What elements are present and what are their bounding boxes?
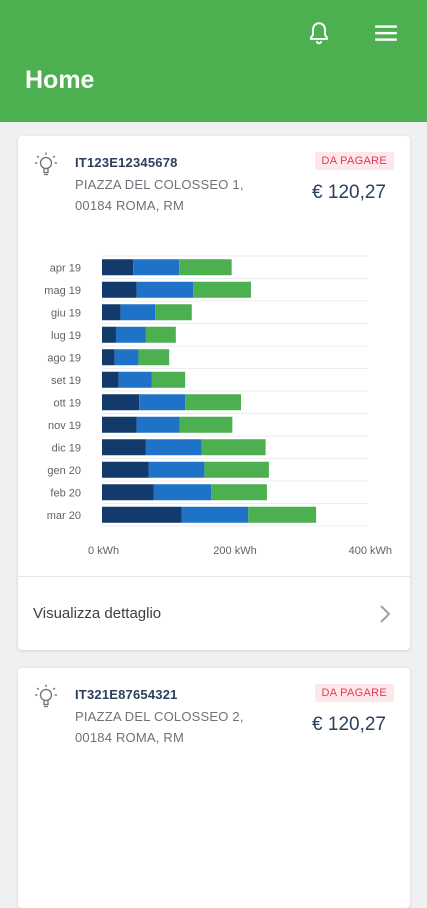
amount-due: € 120,27 (312, 714, 386, 735)
chart-bar-segment (179, 259, 232, 276)
chart-bar-segment (181, 506, 249, 523)
supply-address-line1: PIAZZA DEL COLOSSEO 1, (75, 177, 244, 192)
lightbulb-icon (35, 684, 57, 708)
chart-category-label: ago 19 (47, 352, 81, 364)
chart-bar-segment (102, 326, 116, 343)
supply-card: IT123E12345678 PIAZZA DEL COLOSSEO 1, 00… (18, 136, 410, 650)
chart-category-label: nov 19 (48, 420, 81, 432)
chart-category-label: dic 19 (52, 442, 81, 454)
chart-bar-segment (102, 259, 134, 276)
supply-address-line2: 00184 ROMA, RM (75, 198, 185, 213)
chart-x-tick-label: 400 kWh (349, 545, 392, 557)
chart-bar-segment (151, 371, 186, 388)
chart-bar-segment (193, 281, 251, 298)
chart-bar-segment (102, 416, 137, 433)
chart-category-label: apr 19 (50, 262, 81, 274)
supply-code: IT321E87654321 (75, 687, 178, 702)
view-detail-button[interactable]: Visualizza dettaglio (18, 576, 410, 651)
chart-bar-segment (211, 484, 267, 501)
chart-category-label: ott 19 (53, 397, 81, 409)
chart-bar-segment (148, 461, 205, 478)
chart-bar-segment (248, 506, 317, 523)
chart-bar-segment (136, 416, 180, 433)
chart-bar-segment (179, 416, 233, 433)
supply-code: IT123E12345678 (75, 155, 178, 170)
chart-x-tick-label: 200 kWh (213, 545, 256, 557)
chart-bar-segment (133, 259, 180, 276)
status-badge: DA PAGARE (314, 152, 394, 170)
status-badge: DA PAGARE (314, 684, 394, 702)
chart-category-label: lug 19 (51, 330, 81, 342)
chart-bar-segment (102, 281, 137, 298)
chart-bar-segment (102, 371, 119, 388)
supply-card: IT321E87654321 PIAZZA DEL COLOSSEO 2, 00… (18, 668, 410, 908)
consumption-chart: apr 19 mag 19 giu 19 lug 19 ago 19 set 19 ott … (44, 255, 392, 557)
chart-bar-segment (102, 394, 140, 411)
page-title: Home (25, 66, 95, 94)
view-detail-label: Visualizza dettaglio (33, 605, 162, 622)
chart-bar-segment (136, 281, 194, 298)
chart-category-label: mag 19 (44, 285, 81, 297)
chart-category-label: gen 20 (47, 465, 81, 477)
chart-bar-segment (120, 304, 156, 321)
chart-category-label: giu 19 (51, 307, 81, 319)
chart-x-tick-label: 0 kWh (88, 545, 119, 557)
chart-category-label: set 19 (51, 375, 81, 387)
chart-bar-segment (102, 461, 149, 478)
chart-bar-segment (138, 349, 170, 366)
chart-bar-segment (155, 304, 192, 321)
chevron-right-icon (380, 605, 391, 623)
chart-bar-segment (115, 326, 146, 343)
chart-bar-segment (102, 304, 121, 321)
lightbulb-icon (35, 152, 57, 176)
supply-address-line2: 00184 ROMA, RM (75, 730, 185, 745)
chart-bar-segment (102, 506, 182, 523)
notification-bell-icon[interactable] (306, 20, 332, 46)
chart-category-label: mar 20 (47, 510, 81, 522)
chart-bar-segment (185, 394, 241, 411)
chart-bar-segment (201, 439, 266, 456)
chart-category-label: feb 20 (50, 487, 81, 499)
amount-due: € 120,27 (312, 182, 386, 203)
chart-bar-segment (145, 439, 202, 456)
chart-bar-segment (204, 461, 269, 478)
app-bar: Home (0, 0, 427, 122)
chart-bar-segment (102, 349, 115, 366)
chart-bar-segment (118, 371, 152, 388)
chart-bar-segment (145, 326, 176, 343)
chart-bar-segment (102, 484, 154, 501)
supply-address-line1: PIAZZA DEL COLOSSEO 2, (75, 709, 244, 724)
hamburger-menu-icon[interactable] (373, 20, 399, 46)
chart-bar-segment (102, 439, 146, 456)
chart-bar-segment (153, 484, 212, 501)
chart-bar-segment (139, 394, 186, 411)
chart-bar-segment (114, 349, 139, 366)
